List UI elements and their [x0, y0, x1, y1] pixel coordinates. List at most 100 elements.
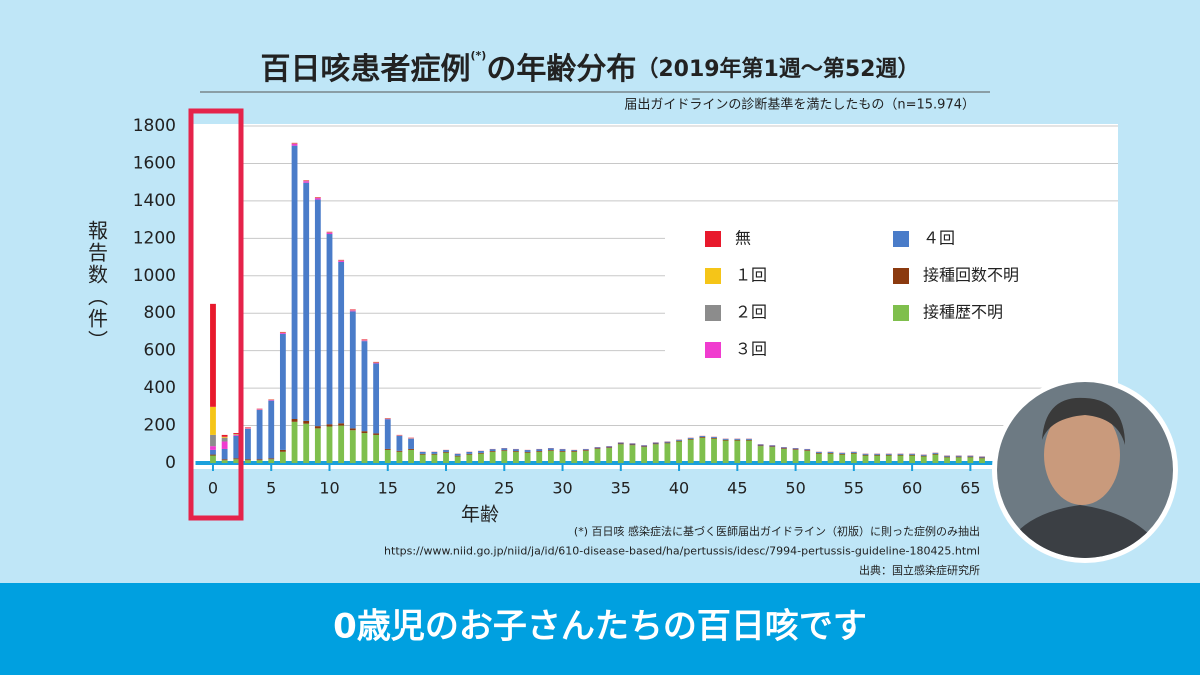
bar-segment: [944, 455, 950, 457]
bar-segment: [256, 409, 263, 411]
bar-segment: [349, 430, 356, 463]
bar-segment: [338, 260, 345, 262]
bar-segment: [617, 443, 624, 445]
bar-segment: [489, 449, 496, 452]
bar-segment: [711, 436, 717, 438]
bar-segment: [419, 451, 426, 454]
bar-segment: [804, 450, 811, 463]
bar-segment: [874, 453, 881, 455]
bar-segment: [979, 456, 985, 458]
bar-segment: [804, 450, 811, 451]
plot: 0 200 400 600 800 1000 1200 1400 1600 1800 0 5 10 15 2…: [133, 116, 1118, 498]
bar-segment: [396, 451, 403, 463]
bar-segment: [291, 142, 298, 144]
bar-segment: [291, 143, 298, 146]
bar-segment: [874, 455, 881, 463]
bar-segment: [326, 424, 333, 427]
legend-label: 接種歴不明: [923, 303, 1003, 322]
legend-swatch: [705, 231, 721, 247]
bar-segment: [699, 436, 706, 437]
bar-segment: [571, 451, 578, 452]
bar-segment: [582, 449, 589, 451]
bar-segment: [792, 449, 799, 450]
bar-segment: [408, 448, 414, 450]
bar-segment: [210, 454, 216, 456]
bar-segment: [291, 421, 298, 463]
bar-segment: [722, 440, 729, 463]
bar-segment: [443, 450, 449, 452]
bar-segment: [524, 451, 531, 453]
bar-segment: [233, 459, 240, 463]
bar-segment: [524, 450, 531, 452]
bar-segment: [629, 444, 636, 446]
bar-segment: [746, 440, 752, 463]
bar-segment: [314, 197, 321, 198]
bar-segment: [279, 451, 286, 463]
bar-segment: [245, 428, 251, 429]
bar-segment: [687, 439, 694, 463]
bar-segment: [454, 455, 461, 457]
y-tick-label: 1400: [133, 191, 176, 211]
bar-segment: [606, 446, 613, 448]
bar-segment: [711, 438, 717, 463]
bar-segment: [233, 458, 240, 460]
bar-segment: [909, 453, 916, 455]
bar-segment: [536, 451, 543, 452]
bar-segment: [769, 447, 776, 463]
plot-area: [190, 124, 1118, 469]
bar-segment: [955, 456, 962, 458]
footnotes: (*) 百日咳 感染症法に基づく医師届出ガイドライン（初版）に則った症例のみ抽出…: [384, 524, 980, 577]
bar-segment: [210, 455, 216, 463]
bar-segment: [606, 448, 613, 463]
bar-segment: [874, 454, 881, 456]
bar-segment: [303, 182, 310, 421]
bar-segment: [594, 447, 601, 449]
bar-segment: [641, 446, 648, 448]
y-tick-label: 200: [144, 416, 176, 436]
bar-segment: [629, 445, 636, 463]
x-axis-label: 年齢: [461, 504, 499, 526]
bar-segment: [314, 428, 321, 463]
bar-segment: [885, 455, 892, 463]
bar-segment: [594, 448, 601, 449]
x-tick-label: 45: [727, 479, 747, 498]
bar-segment: [547, 448, 554, 451]
bar-segment: [210, 449, 216, 455]
bar-segment: [361, 431, 368, 434]
bar-segment: [757, 446, 764, 463]
bar-segment: [722, 438, 729, 440]
bar-segment: [210, 446, 216, 450]
bar-segment: [746, 439, 752, 441]
bar-segment: [839, 453, 846, 455]
presenter-photo: [992, 377, 1178, 563]
bar-segment: [699, 436, 706, 438]
bar-segment: [279, 333, 286, 450]
bar-segment: [373, 434, 380, 463]
bar-segment: [850, 453, 857, 463]
bar-segment: [408, 438, 414, 449]
bar-segment: [361, 339, 368, 340]
bar-segment: [652, 442, 659, 444]
bar-segment: [268, 400, 275, 459]
bar-segment: [594, 448, 601, 463]
chart-title: 百日咳患者症例(*)の年齢分布（2019年第1週〜第52週）: [261, 49, 920, 87]
bar-segment: [734, 438, 741, 440]
bar-segment: [221, 437, 228, 442]
bar-segment: [815, 451, 822, 453]
bar-segment: [850, 452, 857, 454]
bar-segment: [314, 426, 321, 429]
bar-segment: [454, 453, 461, 456]
footnote: (*) 百日咳 感染症法に基づく医師届出ガイドライン（初版）に則った症例のみ抽出: [574, 524, 980, 538]
bar-segment: [781, 448, 787, 463]
x-tick-label: 50: [785, 479, 805, 498]
legend-label: 無: [735, 229, 751, 248]
bar-segment: [932, 454, 939, 463]
bar-segment: [920, 455, 927, 457]
legend-swatch: [893, 305, 909, 321]
bar-segment: [291, 145, 298, 420]
bar-segment: [664, 442, 671, 444]
y-axis-label: 報告数（件）: [85, 220, 109, 352]
bar-segment: [827, 451, 834, 453]
bar-segment: [349, 310, 356, 312]
